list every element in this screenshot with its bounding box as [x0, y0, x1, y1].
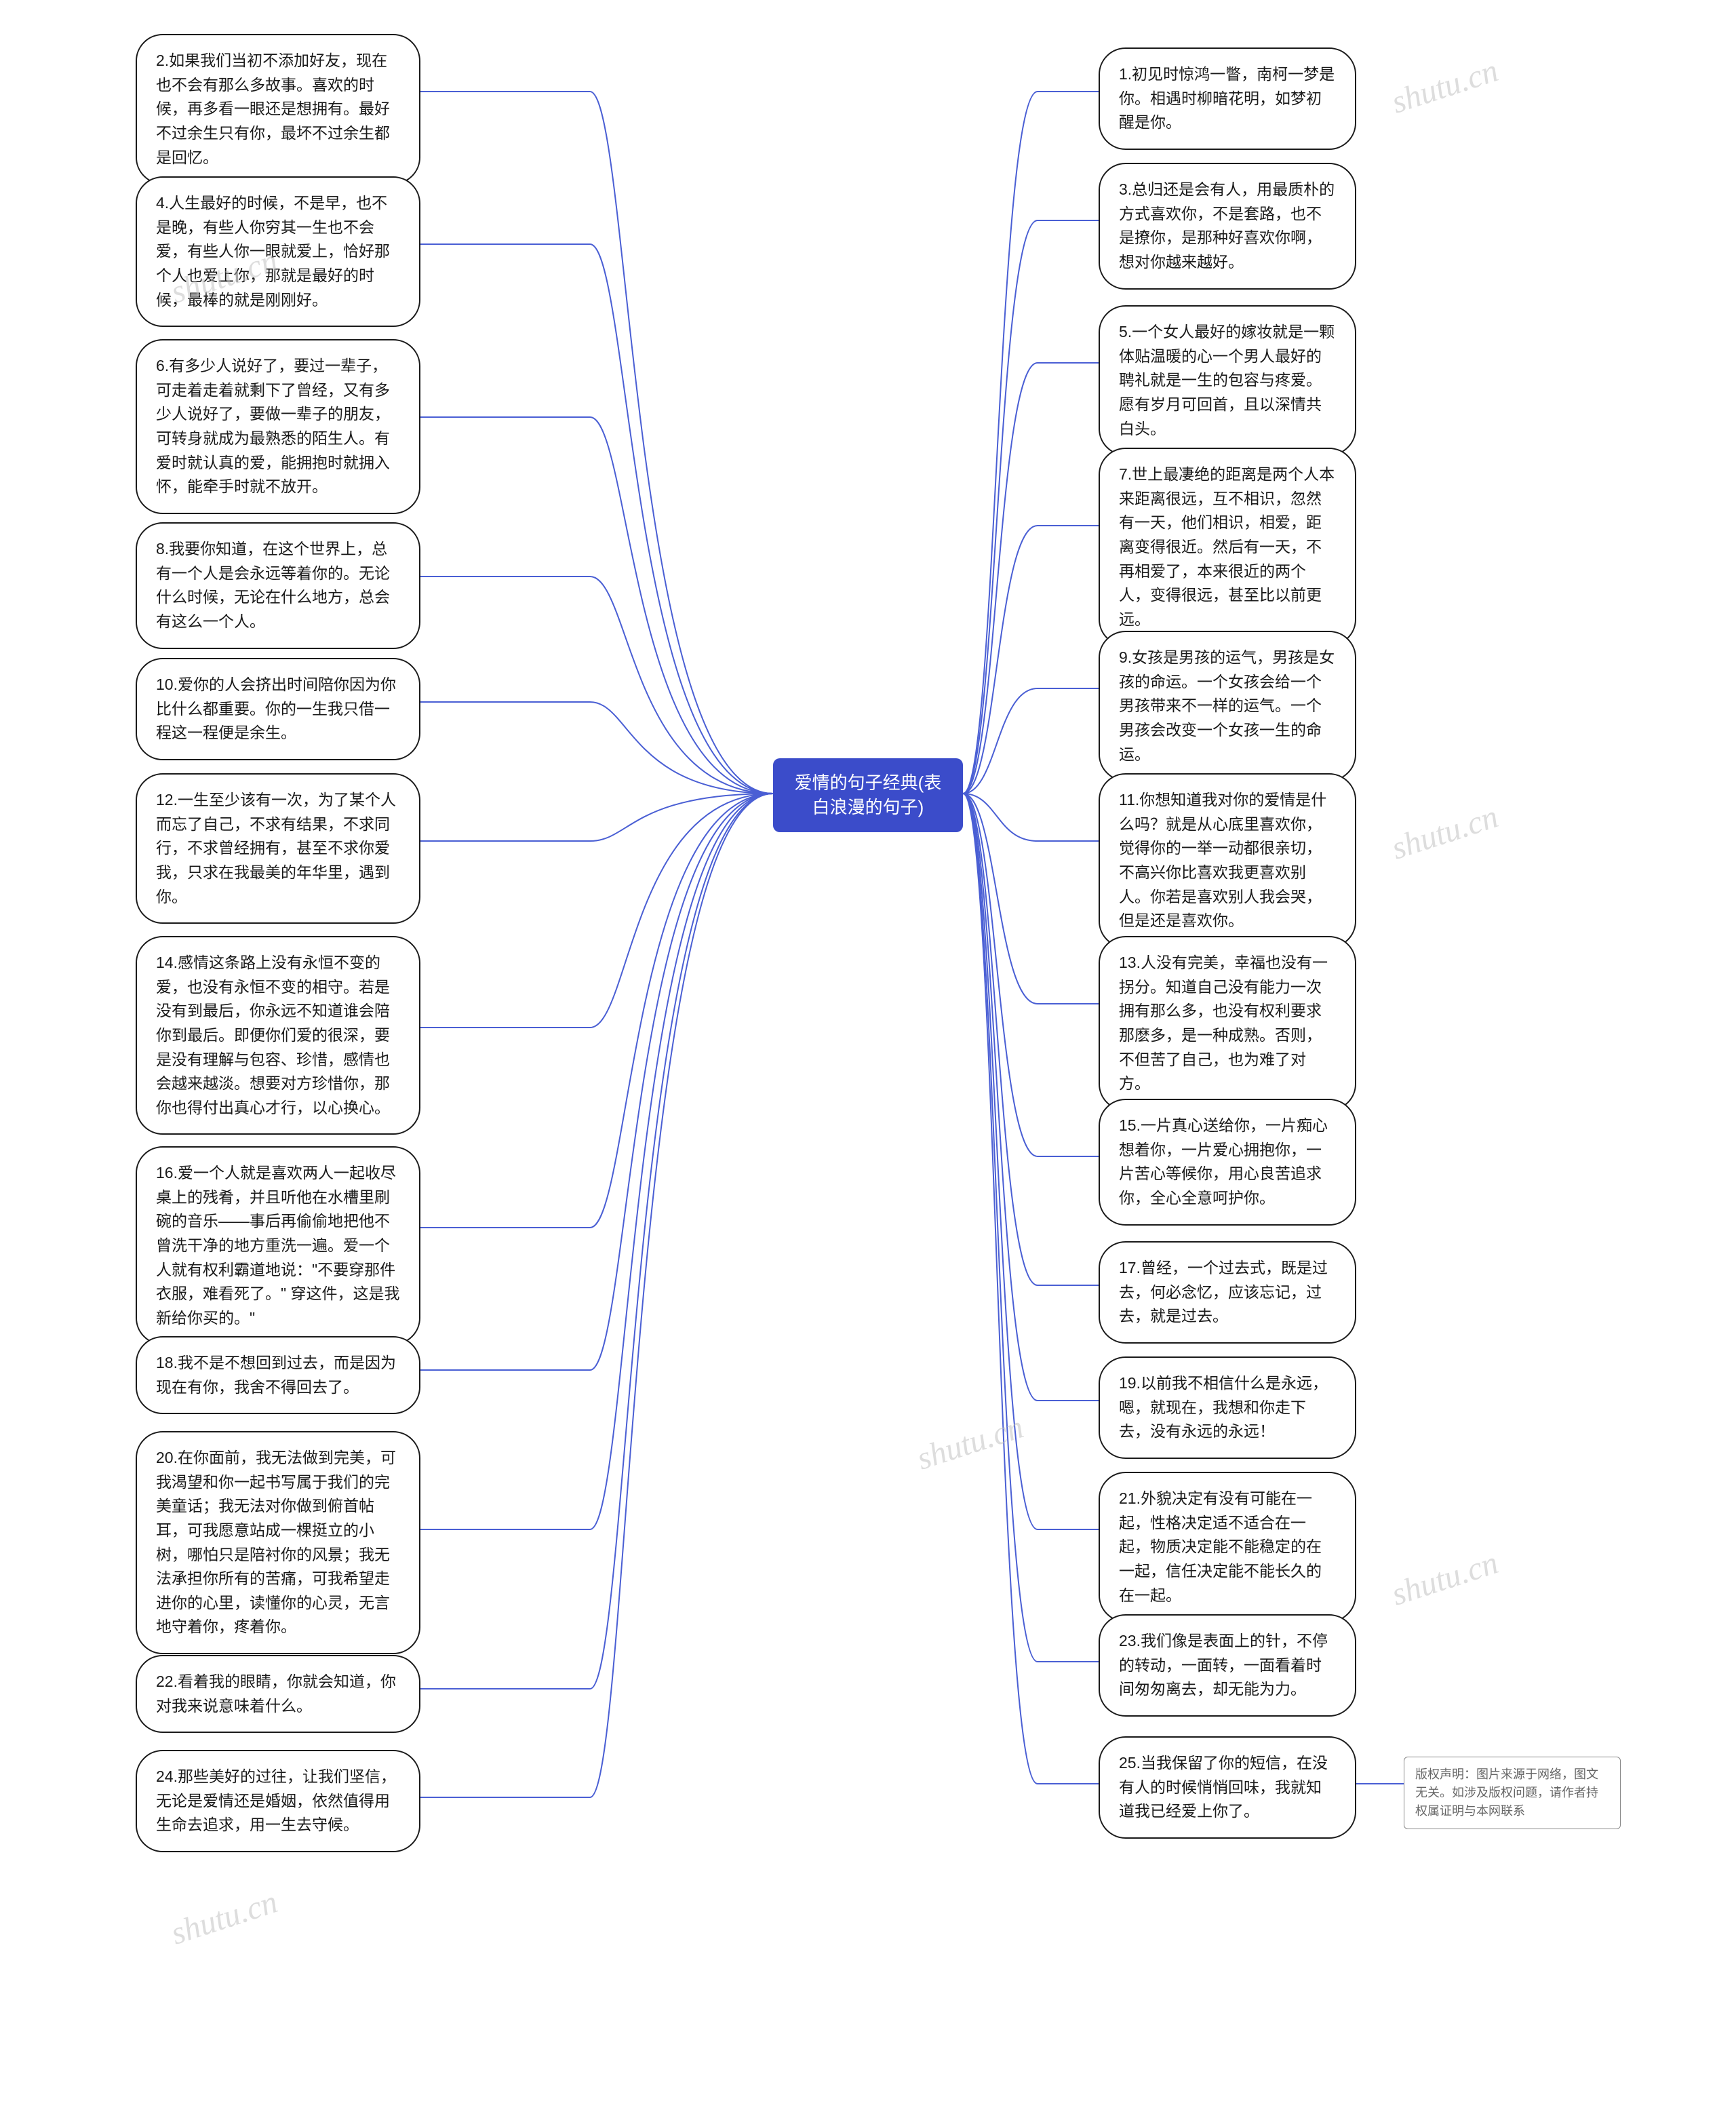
watermark: shutu.cn: [1387, 1544, 1502, 1613]
branch-node: 4.人生最好的时候，不是早，也不是晚，有些人你穷其一生也不会爱，有些人你一眼就爱…: [136, 176, 420, 327]
branch-node: 20.在你面前，我无法做到完美，可我渴望和你一起书写属于我们的完美童话；我无法对…: [136, 1431, 420, 1654]
branch-node: 17.曾经，一个过去式，既是过去，何必念忆，应该忘记，过去，就是过去。: [1099, 1241, 1356, 1344]
branch-node: 23.我们像是表面上的针，不停的转动，一面转，一面看着时间匆匆离去，却无能为力。: [1099, 1614, 1356, 1717]
branch-node: 12.一生至少该有一次，为了某个人而忘了自己，不求有结果，不求同行，不求曾经拥有…: [136, 773, 420, 924]
branch-node: 16.爱一个人就是喜欢两人一起收尽桌上的残肴，并且听他在水槽里刷碗的音乐——事后…: [136, 1146, 420, 1345]
center-node: 爱情的句子经典(表白浪漫的句子): [773, 758, 963, 832]
branch-node: 2.如果我们当初不添加好友，现在也不会有那么多故事。喜欢的时候，再多看一眼还是想…: [136, 34, 420, 184]
watermark: shutu.cn: [912, 1408, 1027, 1477]
branch-node: 5.一个女人最好的嫁妆就是一颗体贴温暖的心一个男人最好的聘礼就是一生的包容与疼爱…: [1099, 305, 1356, 456]
branch-node: 15.一片真心送给你，一片痴心想着你，一片爱心拥抱你，一片苦心等候你，用心良苦追…: [1099, 1099, 1356, 1226]
branch-node: 3.总归还是会有人，用最质朴的方式喜欢你，不是套路，也不是撩你，是那种好喜欢你啊…: [1099, 163, 1356, 290]
branch-node: 7.世上最凄绝的距离是两个人本来距离很远，互不相识，忽然有一天，他们相识，相爱，…: [1099, 448, 1356, 646]
branch-node: 19.以前我不相信什么是永远，嗯，就现在，我想和你走下去，没有永远的永远！: [1099, 1356, 1356, 1459]
branch-node: 25.当我保留了你的短信，在没有人的时候悄悄回味，我就知道我已经爱上你了。: [1099, 1736, 1356, 1839]
branch-node: 10.爱你的人会挤出时间陪你因为你比什么都重要。你的一生我只借一程这一程便是余生…: [136, 658, 420, 760]
branch-node: 11.你想知道我对你的爱情是什么吗？就是从心底里喜欢你，觉得你的一举一动都很亲切…: [1099, 773, 1356, 948]
mindmap-canvas: 爱情的句子经典(表白浪漫的句子) 2.如果我们当初不添加好友，现在也不会有那么多故…: [0, 0, 1736, 2110]
watermark: shutu.cn: [166, 1883, 281, 1952]
branch-node: 21.外貌决定有没有可能在一起，性格决定适不适合在一起，物质决定能不能稳定的在一…: [1099, 1472, 1356, 1622]
copyright-note: 版权声明：图片来源于网络，图文无关。如涉及版权问题，请作者持权属证明与本网联系: [1404, 1757, 1621, 1829]
branch-node: 8.我要你知道，在这个世界上，总有一个人是会永远等着你的。无论什么时候，无论在什…: [136, 522, 420, 649]
branch-node: 9.女孩是男孩的运气，男孩是女孩的命运。一个女孩会给一个男孩带来不一样的运气。一…: [1099, 631, 1356, 781]
branch-node: 1.初见时惊鸿一瞥，南柯一梦是你。相遇时柳暗花明，如梦初醒是你。: [1099, 47, 1356, 150]
branch-node: 22.看着我的眼睛，你就会知道，你对我来说意味着什么。: [136, 1655, 420, 1733]
watermark: shutu.cn: [1387, 52, 1502, 121]
branch-node: 14.感情这条路上没有永恒不变的爱，也没有永恒不变的相守。若是没有到最后，你永远…: [136, 936, 420, 1135]
branch-node: 13.人没有完美，幸福也没有一拐分。知道自己没有能力一次拥有那么多，也没有权利要…: [1099, 936, 1356, 1111]
watermark: shutu.cn: [1387, 798, 1502, 867]
branch-node: 6.有多少人说好了，要过一辈子，可走着走着就剩下了曾经，又有多少人说好了，要做一…: [136, 339, 420, 514]
branch-node: 18.我不是不想回到过去，而是因为现在有你，我舍不得回去了。: [136, 1336, 420, 1414]
branch-node: 24.那些美好的过往，让我们坚信，无论是爱情还是婚姻，依然值得用生命去追求，用一…: [136, 1750, 420, 1852]
